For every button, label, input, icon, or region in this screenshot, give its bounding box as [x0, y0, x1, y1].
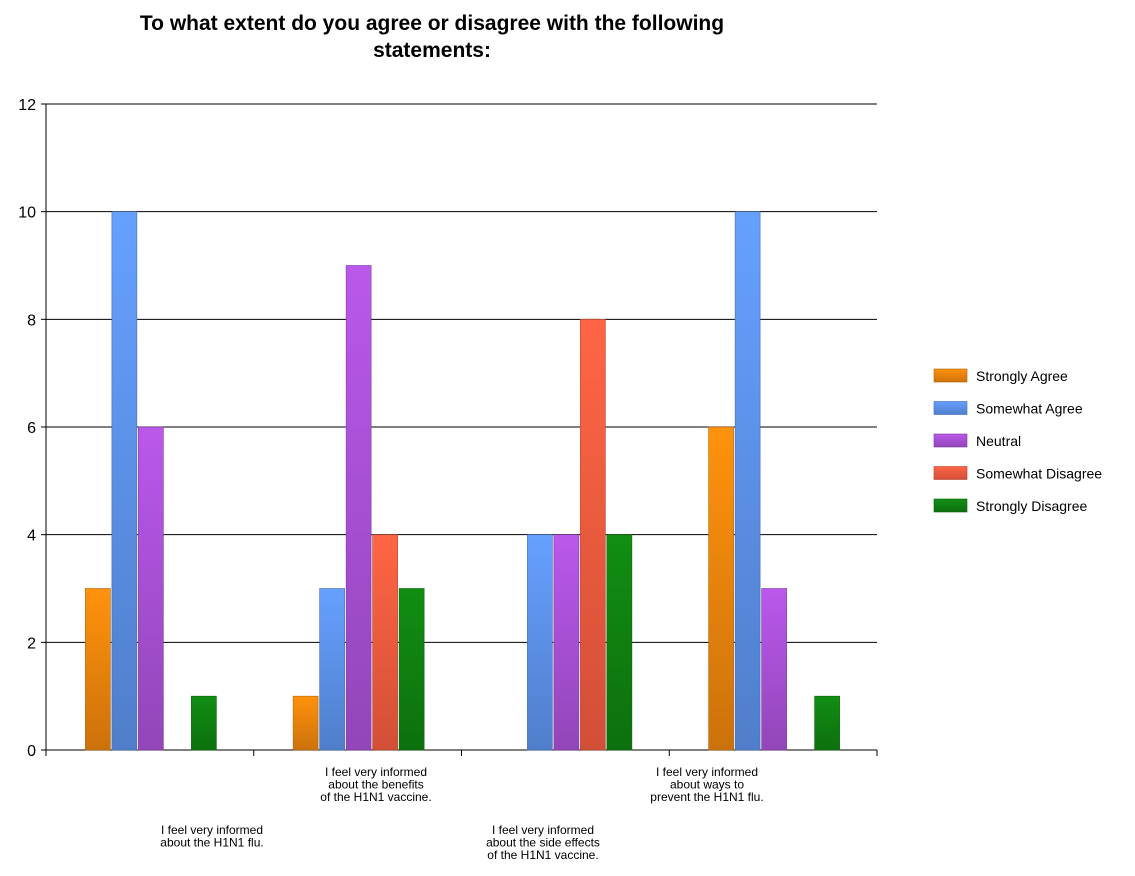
legend-swatch — [933, 498, 968, 513]
x-category-label: I feel very informed — [656, 765, 758, 779]
chart-title-line-1: To what extent do you agree or disagree … — [140, 12, 724, 35]
y-tick-label: 2 — [27, 635, 36, 652]
x-category-label: I feel very informed — [492, 823, 594, 837]
bar — [580, 319, 606, 751]
x-category-label: I feel very informed — [161, 823, 263, 837]
bar — [319, 588, 345, 751]
legend-swatch — [933, 401, 968, 415]
chart-title-line-2: statements: — [373, 39, 491, 62]
bar — [345, 265, 372, 751]
x-category-label: of the H1N1 vaccine. — [320, 790, 431, 804]
legend-label: Somewhat Disagree — [976, 466, 1102, 482]
bar — [606, 534, 633, 751]
bar — [734, 211, 761, 751]
x-category-label: of the H1N1 vaccine. — [487, 848, 598, 862]
bar — [527, 534, 553, 751]
y-tick-label: 6 — [27, 420, 36, 437]
y-tick-label: 12 — [18, 97, 36, 114]
legend-label: Neutral — [976, 433, 1021, 449]
bar — [138, 426, 164, 751]
x-category-label: about the side effects — [486, 836, 600, 850]
bar — [111, 211, 138, 751]
y-tick-label: 8 — [27, 312, 36, 329]
x-category-label: I feel very informed — [325, 765, 427, 779]
legend-label: Somewhat Agree — [976, 401, 1083, 417]
bar — [372, 534, 398, 751]
bar — [191, 695, 217, 751]
legend: Strongly Agree Somewhat Agree Neutral Somew… — [933, 368, 1102, 514]
bar — [814, 695, 840, 751]
y-tick-label: 10 — [18, 205, 36, 222]
y-tick-label: 4 — [27, 528, 36, 545]
legend-swatch — [933, 466, 968, 480]
bars — [85, 211, 840, 751]
x-category-label: about the H1N1 flu. — [160, 836, 263, 850]
x-category-label: prevent the H1N1 flu. — [650, 790, 763, 804]
bar — [553, 534, 580, 751]
x-category-label: about the benefits — [328, 778, 423, 792]
bar — [708, 426, 734, 751]
bar — [292, 695, 319, 751]
x-category-label: about ways to — [670, 778, 744, 792]
legend-swatch — [933, 433, 968, 448]
bar — [398, 588, 425, 751]
chart-title: To what extent do you agree or disagree … — [140, 12, 724, 62]
legend-swatch — [933, 368, 968, 383]
legend-label: Strongly Agree — [976, 368, 1068, 384]
y-tick-label: 0 — [27, 743, 36, 760]
bar — [761, 588, 787, 751]
legend-label: Strongly Disagree — [976, 498, 1087, 514]
bar — [85, 588, 111, 751]
